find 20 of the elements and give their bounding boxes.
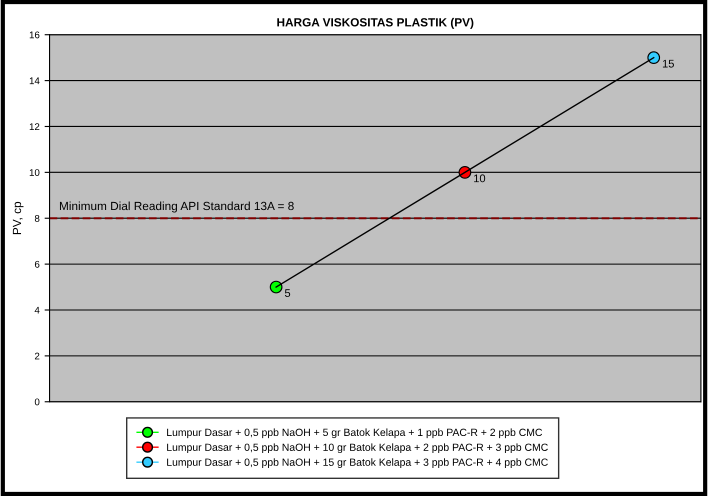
y-tick-label: 12 — [30, 123, 40, 130]
y-tick-label: 16 — [30, 31, 40, 38]
data-label: 15 — [662, 60, 674, 68]
legend-label: Lumpur Dasar + 0,5 ppb NaOH + 5 gr Batok Kelapa + 1 ppb PAC-R + 2 ppb CMC — [167, 428, 542, 438]
ref-line-label: Minimum Dial Reading API Standard 13A = 8 — [60, 202, 294, 213]
y-tick-label: 8 — [34, 214, 40, 222]
point — [647, 51, 660, 64]
y-tick-label: 2 — [34, 352, 40, 360]
y-tick-label: 10 — [30, 169, 40, 176]
point — [270, 280, 282, 294]
chart-title: HARGA VISKOSITAS PLASTIK (PV) — [277, 18, 474, 29]
data-label: 10 — [474, 174, 486, 182]
data-label: 5 — [284, 289, 290, 297]
y-axis-title: PV, cp — [12, 202, 24, 234]
y-tick-label: 4 — [34, 306, 40, 314]
legend-label: Lumpur Dasar + 0,5 ppb NaOH + 10 gr Batok Kelapa + 2 ppb PAC-R + 3 ppb CMC — [167, 443, 548, 454]
y-tick-label: 6 — [34, 260, 40, 268]
y-tick-label: 0 — [34, 398, 40, 406]
y-tick-label: 14 — [30, 77, 40, 84]
legend-label: Lumpur Dasar + 0,5 ppb NaOH + 15 gr Batok Kelapa + 3 ppb PAC-R + 4 ppb CMC — [167, 458, 548, 468]
